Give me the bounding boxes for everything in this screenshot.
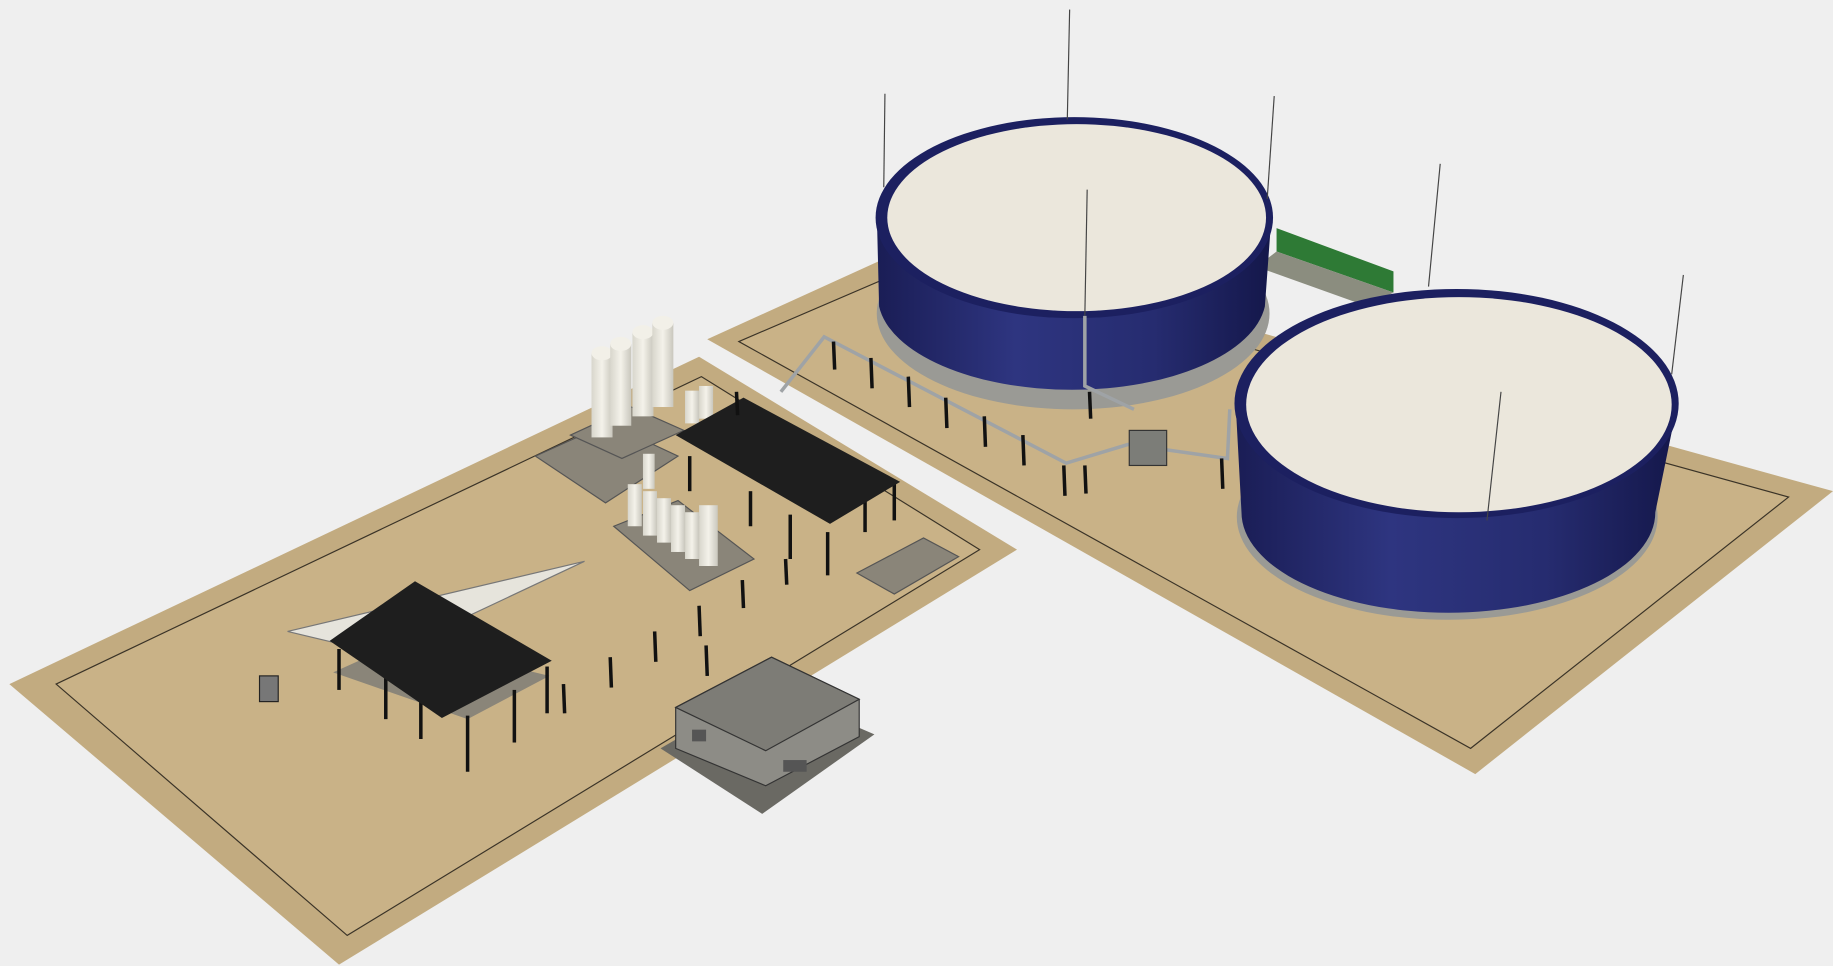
tank xyxy=(875,117,1274,410)
mast xyxy=(1486,391,1502,521)
tank xyxy=(1234,288,1679,620)
pipe xyxy=(779,334,1232,466)
bollards xyxy=(561,391,789,714)
mast xyxy=(1084,189,1088,316)
pump-unit xyxy=(1128,429,1168,467)
building xyxy=(660,656,875,814)
shelter-roof xyxy=(329,581,552,718)
tank-roof xyxy=(887,124,1267,312)
slab xyxy=(855,537,960,595)
silos xyxy=(591,315,718,566)
masts xyxy=(883,9,1684,521)
dispenser xyxy=(258,675,279,703)
mast xyxy=(1266,96,1275,199)
window xyxy=(692,729,707,742)
shelter xyxy=(287,560,585,772)
shelter xyxy=(675,397,901,576)
window xyxy=(783,760,807,772)
mast xyxy=(1066,9,1071,120)
equipment-green xyxy=(1276,228,1394,293)
shelter-roof xyxy=(675,397,901,524)
tank-roof xyxy=(1246,297,1672,513)
pipe-posts xyxy=(831,341,1225,496)
pipe xyxy=(1083,315,1135,411)
mast xyxy=(1671,274,1684,375)
mast xyxy=(883,93,886,188)
equipment-base xyxy=(1256,251,1394,307)
mast xyxy=(1427,163,1441,287)
building-roof xyxy=(674,656,861,752)
